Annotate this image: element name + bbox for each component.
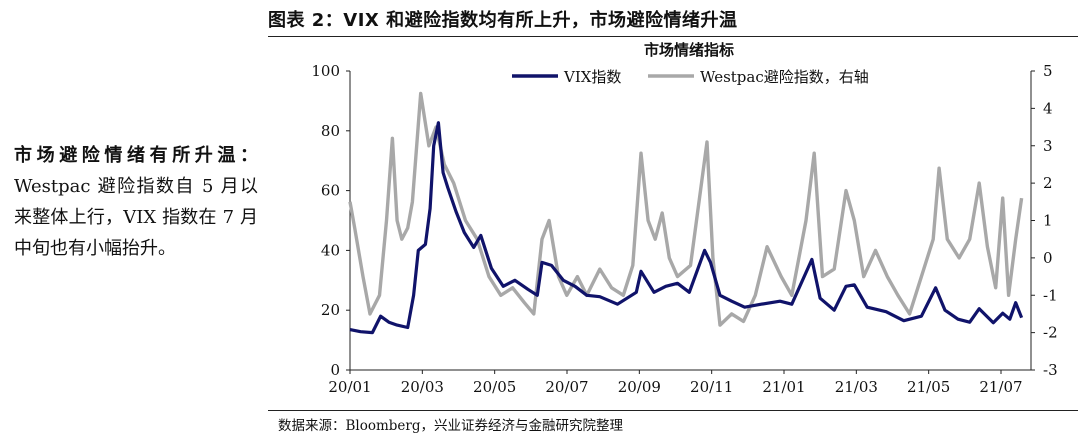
side-note-lead: 市场避险情绪有所升温： [14,145,258,166]
x-tick-label: 20/01 [328,378,371,396]
right-tick-label: -2 [1043,324,1058,342]
left-tick-label: 80 [321,122,340,140]
x-tick-label: 21/03 [835,378,878,396]
x-tick-label: 21/01 [762,378,805,396]
right-tick-label: -1 [1043,286,1058,304]
x-tick-label: 20/07 [545,378,588,396]
left-tick-label: 20 [321,301,340,319]
side-note: 市场避险情绪有所升温： Westpac 避险指数自 5 月以来整体上行，VIX 指… [14,140,258,264]
x-tick-label: 20/03 [401,378,444,396]
market-sentiment-chart: 市场情绪指标 VIX指数 Westpac避险指数，右轴 020406080100 … [311,41,1058,396]
legend-label: VIX指数 [563,68,621,86]
left-tick-label: 0 [330,361,340,379]
x-tick-label: 20/05 [473,378,516,396]
legend: VIX指数 Westpac避险指数，右轴 [512,68,869,86]
right-tick-label: 4 [1043,99,1053,117]
x-tick-label: 21/05 [907,378,950,396]
left-tick-label: 60 [321,182,340,200]
legend-item-westpac: Westpac避险指数，右轴 [648,68,869,86]
left-tick-label: 100 [311,62,340,80]
x-axis: 20/01 20/03 20/05 20/07 20/09 20/11 21/01 21/03… [328,369,1031,396]
side-note-body: Westpac 避险指数自 5 月以来整体上行，VIX 指数在 7 月中旬也有小… [14,176,258,259]
legend-item-vix: VIX指数 [512,68,621,86]
x-tick-label: 21/07 [979,378,1022,396]
x-tick-label: 20/09 [618,378,661,396]
footer-rule [268,410,1078,411]
westpac-series-line [348,91,1024,327]
source-note: 数据来源：Bloomberg，兴业证券经济与金融研究院整理 [278,418,624,434]
right-tick-label: 0 [1043,249,1053,267]
right-tick-label: -3 [1043,361,1058,379]
right-tick-label: 3 [1043,137,1053,155]
header-rule [268,36,1078,37]
series-layer [348,91,1024,335]
right-tick-label: 2 [1043,174,1053,192]
left-tick-label: 40 [321,241,340,259]
vix-series-line [349,121,1024,335]
right-tick-label: 5 [1043,62,1053,80]
chart-title: 市场情绪指标 [644,41,734,59]
right-y-axis: -3 -2 -1 0 1 2 3 4 5 [1030,62,1058,379]
figure-caption: 图表 2：VIX 和避险指数均有所上升，市场避险情绪升温 [268,10,738,31]
x-tick-label: 20/11 [690,378,733,396]
left-y-axis: 0 20 40 60 80 100 [311,62,351,379]
right-tick-label: 1 [1043,212,1053,230]
legend-label: Westpac避险指数，右轴 [700,68,869,86]
